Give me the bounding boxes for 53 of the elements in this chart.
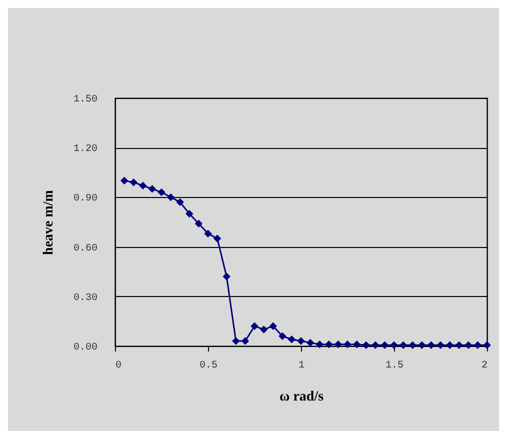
point	[166, 193, 175, 202]
point	[139, 182, 147, 190]
point	[222, 272, 230, 280]
point	[380, 341, 389, 350]
y-tick-label: 0.30	[73, 292, 98, 304]
x-tick-label: 0.5	[199, 360, 218, 372]
point	[334, 340, 342, 348]
point	[344, 340, 352, 348]
point	[250, 322, 258, 330]
point	[241, 337, 250, 345]
point	[352, 340, 361, 348]
x-tick-label: 1.5	[385, 360, 404, 372]
x-axis-title: ω rad/s	[279, 390, 324, 404]
point	[297, 337, 305, 345]
point	[399, 341, 408, 350]
point	[260, 326, 268, 334]
point	[204, 230, 212, 238]
point	[408, 341, 416, 350]
point	[418, 341, 426, 350]
point	[186, 210, 194, 218]
point	[130, 178, 138, 186]
point	[194, 220, 203, 228]
point	[372, 341, 380, 350]
point	[176, 198, 184, 206]
point	[158, 188, 166, 196]
point	[390, 341, 398, 350]
point	[464, 341, 472, 350]
point	[278, 332, 286, 340]
point	[436, 341, 444, 350]
point	[269, 322, 277, 330]
x-tick-label: 2	[481, 360, 488, 372]
point	[148, 185, 156, 193]
point	[325, 340, 333, 348]
point	[306, 338, 314, 347]
y-tick-label: 1.20	[73, 144, 98, 156]
y-tick-label: 0.90	[73, 194, 98, 205]
point	[474, 341, 482, 350]
y-tick-label: 1.50	[73, 94, 98, 106]
point	[316, 340, 324, 348]
point	[427, 341, 436, 350]
point	[288, 336, 296, 344]
point	[362, 341, 370, 350]
point	[232, 337, 240, 345]
point	[483, 341, 491, 350]
point	[213, 234, 222, 242]
y-axis-title: heave m/m	[41, 190, 56, 255]
point	[455, 341, 463, 350]
point	[120, 176, 128, 185]
point	[446, 341, 454, 350]
y-tick-label: 0.60	[73, 243, 98, 254]
x-tick-label: 1	[298, 360, 305, 372]
x-tick-label: 0	[116, 360, 122, 372]
y-tick-label: 0.00	[73, 342, 98, 354]
